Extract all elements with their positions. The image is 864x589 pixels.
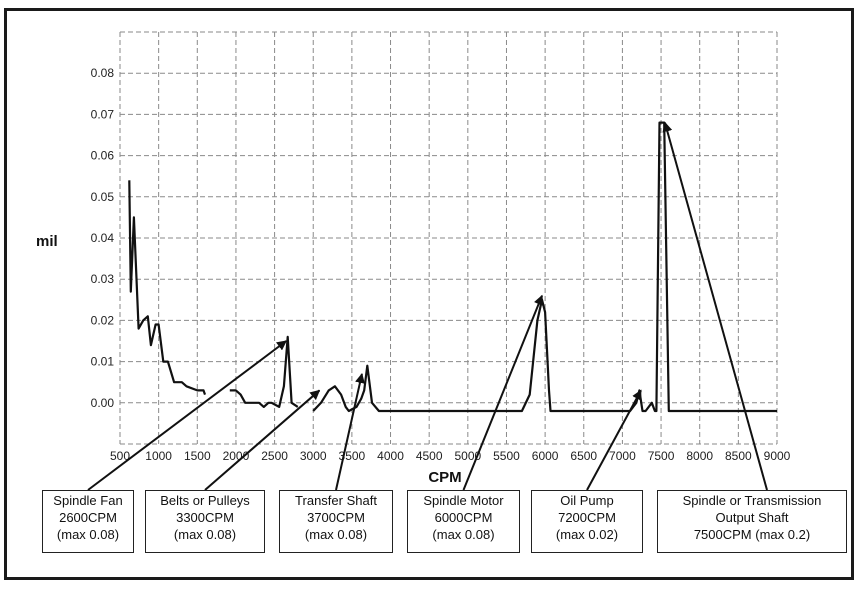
y-tick-label: 0.06 (91, 149, 115, 163)
spectrum-line (128, 180, 207, 395)
x-tick-label: 4000 (377, 449, 404, 463)
annotation-line: Spindle or Transmission (682, 493, 822, 508)
annotation-arrows (87, 121, 768, 491)
x-tick-label: 1500 (184, 449, 211, 463)
x-tick-label: 5000 (454, 449, 481, 463)
annotation-line: Oil Pump (560, 493, 614, 508)
annotation-box: Oil Pump 7200CPM (max 0.02) (531, 490, 643, 553)
x-tick-label: 2000 (223, 449, 250, 463)
y-tick-label: 0.00 (91, 396, 115, 410)
series-line (128, 121, 777, 413)
annotation-line: (max 0.08) (56, 527, 120, 542)
y-tick-label: 0.03 (91, 272, 115, 286)
annotation-line: Spindle Fan (53, 493, 123, 508)
y-tick-label: 0.07 (91, 107, 115, 121)
annotation-arrow (204, 389, 321, 491)
chart-frame (4, 8, 854, 580)
x-tick-label: 6500 (570, 449, 597, 463)
x-tick-label: 4500 (416, 449, 443, 463)
x-tick-label: 8500 (725, 449, 752, 463)
annotation-line: 3300CPM (176, 510, 234, 525)
y-tick-label: 0.02 (91, 313, 115, 327)
x-tick-label: 7500 (648, 449, 675, 463)
annotation-box: Spindle or Transmission Output Shaft 7500C… (657, 490, 847, 553)
annotation-line: Spindle Motor (423, 493, 504, 508)
annotation-arrow (87, 340, 287, 491)
annotation-line: 3700CPM (307, 510, 365, 525)
annotation-box: Belts or Pulleys 3300CPM (max 0.08) (145, 490, 265, 553)
x-axis-title: CPM (428, 469, 461, 486)
y-axis-title: mil (36, 233, 58, 250)
annotation-line: Belts or Pulleys (160, 493, 250, 508)
x-tick-label: 8000 (686, 449, 713, 463)
grid (119, 31, 778, 445)
annotation-line: 7200CPM (558, 510, 616, 525)
x-tick-label: 500 (110, 449, 130, 463)
tick-labels: 500 1000 1500 2000 2500 3000 3500 4000 4500 5000 5… (91, 66, 791, 463)
annotation-arrow (335, 372, 365, 491)
annotation-box: Spindle Fan 2600CPM (max 0.08) (42, 490, 134, 553)
annotation-arrow (586, 389, 642, 491)
x-tick-label: 7000 (609, 449, 636, 463)
annotation-box: Spindle Motor 6000CPM (max 0.08) (407, 490, 520, 553)
x-tick-label: 6000 (532, 449, 559, 463)
annotation-line: (max 0.08) (173, 527, 237, 542)
annotation-box: Transfer Shaft 3700CPM (max 0.08) (279, 490, 393, 553)
annotation-line: 2600CPM (59, 510, 117, 525)
x-tick-label: 9000 (764, 449, 791, 463)
y-tick-label: 0.01 (91, 355, 115, 369)
annotation-line: 6000CPM (434, 510, 493, 525)
annotation-line: Transfer Shaft (295, 493, 377, 508)
y-tick-label: 0.08 (91, 66, 115, 80)
annotation-arrow (462, 294, 544, 491)
x-tick-label: 1000 (145, 449, 172, 463)
y-tick-label: 0.05 (91, 190, 115, 204)
annotation-line: Output Shaft (715, 510, 789, 525)
spectrum-line (229, 335, 299, 408)
annotation-arrow (662, 121, 768, 491)
x-tick-label: 3000 (300, 449, 327, 463)
y-tick-label: 0.04 (91, 231, 115, 245)
annotation-line: (max 0.02) (555, 527, 619, 542)
x-tick-label: 2500 (261, 449, 288, 463)
annotation-line: (max 0.08) (432, 527, 495, 542)
annotation-line: (max 0.08) (304, 527, 368, 542)
annotation-line: 7500CPM (max 0.2) (693, 527, 811, 542)
x-tick-label: 5500 (493, 449, 520, 463)
